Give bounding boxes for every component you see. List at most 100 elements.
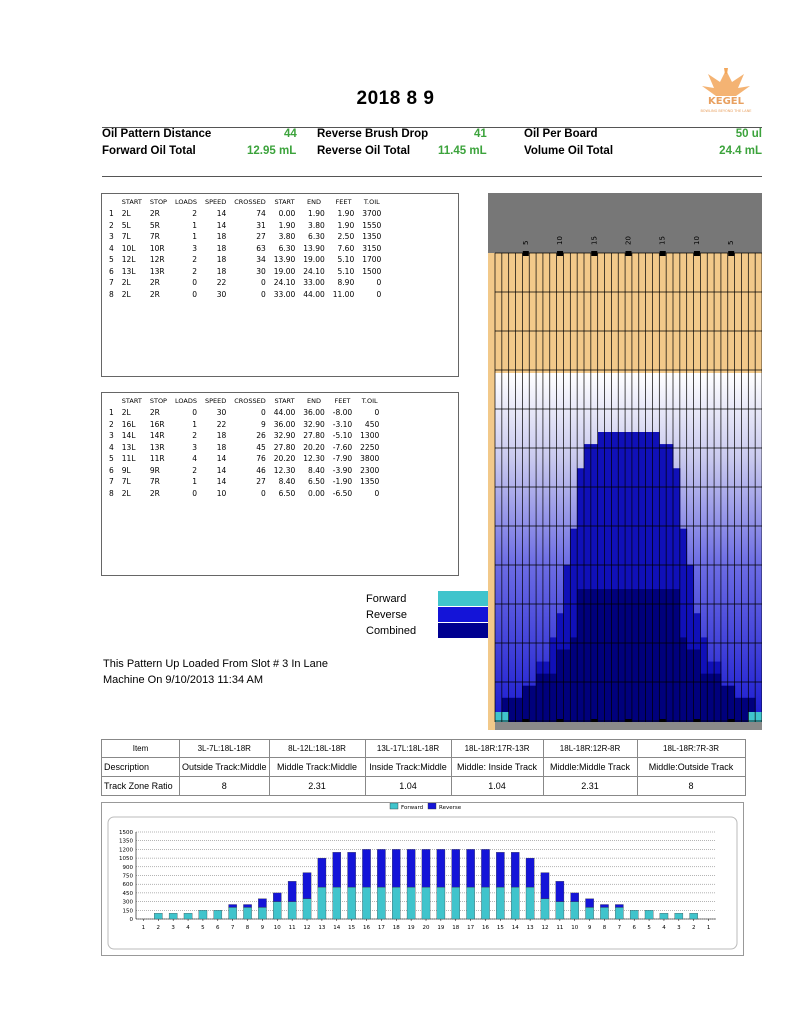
oil-summary: Oil Pattern Distance 44 Reverse Brush Dr… xyxy=(102,128,762,162)
x-tick-label: 6 xyxy=(632,925,636,931)
bar-forward xyxy=(451,886,460,920)
oil-column-forward xyxy=(714,673,722,722)
table-cell: 6.30 xyxy=(278,243,296,253)
zone-cell: 18L-18R:7R-3R xyxy=(636,739,746,758)
oil-column-combined xyxy=(659,444,667,722)
table-cell: 13L xyxy=(121,266,136,276)
bar-reverse xyxy=(600,904,609,908)
x-tick-label: 7 xyxy=(231,925,235,931)
forward-pattern-table: START STOP LOADS SPEED CROSSED START END FEET T.… xyxy=(105,196,385,300)
summary-divider xyxy=(102,176,762,177)
table-cell: 27 xyxy=(256,232,266,242)
bar-reverse xyxy=(302,872,312,899)
y-tick-label: 0 xyxy=(130,917,134,923)
table-cell: 8.90 xyxy=(337,278,355,288)
legend-combined-swatch xyxy=(438,623,488,638)
table-cell: -5.10 xyxy=(332,431,353,441)
table-cell: 0 xyxy=(374,408,380,418)
table-cell: 44.00 xyxy=(273,408,296,418)
column-header: END xyxy=(307,198,321,206)
bar-forward xyxy=(600,907,609,920)
table-cell: 6.30 xyxy=(308,232,325,242)
table-cell: 1350 xyxy=(362,232,382,242)
oil-column-forward xyxy=(652,589,660,722)
table-row: 6 9L 9R 2 14 46 12.30 8.40 -3.90 2300 xyxy=(105,465,383,477)
table-cell: 4 xyxy=(109,243,114,253)
legend-reverse-swatch xyxy=(438,607,488,622)
zone-cell: 1.04 xyxy=(450,776,544,796)
board-marker-top xyxy=(728,251,735,256)
table-cell: 27.80 xyxy=(303,431,325,441)
table-cell: 9R xyxy=(149,465,160,475)
bar-forward xyxy=(258,907,267,920)
zone-cell: Outside Track:Middle xyxy=(179,757,270,777)
table-cell: 18 xyxy=(216,266,227,276)
column-header: STOP xyxy=(149,397,167,405)
bar-reverse xyxy=(347,852,356,888)
table-cell: 1.90 xyxy=(337,209,355,219)
lane-oil-graphic: 5 10 15 20 15 10 5 xyxy=(488,193,763,730)
oil-column-combined xyxy=(625,432,633,722)
zone-cell: 8 xyxy=(179,776,270,796)
table-cell: 12L xyxy=(121,255,136,265)
oil-column-combined xyxy=(652,432,660,722)
table-cell: 46 xyxy=(256,465,266,475)
bar-reverse xyxy=(540,872,550,899)
bar-reverse xyxy=(392,849,401,888)
table-cell: 3150 xyxy=(362,243,382,253)
pattern-title: 2018 8 9 xyxy=(356,88,435,109)
table-cell: 33.00 xyxy=(273,289,296,299)
table-cell: -6.50 xyxy=(332,488,353,498)
table-cell: 5R xyxy=(149,220,160,230)
table-cell: 14R xyxy=(149,431,165,441)
table-cell: 3 xyxy=(109,232,114,242)
table-cell: 7L xyxy=(121,477,131,487)
zone-cell: Middle:Outside Track xyxy=(636,757,746,777)
table-cell: 33.00 xyxy=(303,278,325,288)
oil-column-combined xyxy=(604,432,612,722)
forward-oil-total-label: Forward Oil Total xyxy=(102,145,196,157)
kegel-logo: KEGEL BOWLING BEYOND THE LANE xyxy=(694,64,758,116)
table-cell: 2250 xyxy=(360,442,380,452)
legend-reverse-swatch xyxy=(427,802,437,810)
bar-forward xyxy=(644,910,654,920)
table-cell: 0 xyxy=(374,488,380,498)
bar-forward xyxy=(228,907,237,920)
board-marker-top xyxy=(591,251,598,256)
table-cell: 30 xyxy=(256,266,266,276)
bar-reverse xyxy=(570,892,579,902)
table-cell: 14 xyxy=(216,477,227,487)
column-header: CROSSED xyxy=(234,198,266,206)
table-cell: 45 xyxy=(256,442,266,452)
table-cell: 20.20 xyxy=(273,454,296,464)
upload-note-line1: This Pattern Up Loaded From Slot # 3 In … xyxy=(103,658,329,670)
table-row: 5 12L 12R 2 18 34 13.90 19.00 5.10 1700 xyxy=(105,254,385,266)
table-cell: 63 xyxy=(256,243,266,253)
lane-bottom-band xyxy=(495,722,762,730)
table-cell: 7R xyxy=(149,477,160,487)
zone-cell: 8L-12L:18L-18R xyxy=(268,739,366,758)
bar-forward xyxy=(615,907,624,920)
logo-text: KEGEL xyxy=(708,96,745,107)
oil-column-combined xyxy=(618,432,626,722)
table-cell: 10R xyxy=(149,243,165,253)
x-tick-label: 3 xyxy=(677,925,681,931)
oil-column-forward xyxy=(536,673,544,722)
reverse-oil-total-label: Reverse Oil Total xyxy=(317,145,411,157)
oil-column-combined xyxy=(686,564,695,722)
bar-reverse xyxy=(451,849,460,888)
oil-column-forward xyxy=(748,697,756,722)
x-tick-label: 10 xyxy=(571,925,578,931)
bar-reverse xyxy=(615,904,624,908)
column-header: T.OIL xyxy=(363,198,380,206)
table-cell: 13.90 xyxy=(303,243,325,253)
reverse-brush-drop-value: 41 xyxy=(474,128,487,140)
oil-column-forward xyxy=(501,697,510,722)
table-cell: 0 xyxy=(192,278,197,288)
bar-forward xyxy=(362,886,371,920)
oil-column-forward xyxy=(597,589,606,722)
bar-forward xyxy=(689,913,698,920)
table-cell: 0 xyxy=(192,488,197,498)
table-row: 3 7L 7R 1 18 27 3.80 6.30 2.50 1350 xyxy=(105,231,385,243)
table-cell: 30 xyxy=(216,408,227,418)
